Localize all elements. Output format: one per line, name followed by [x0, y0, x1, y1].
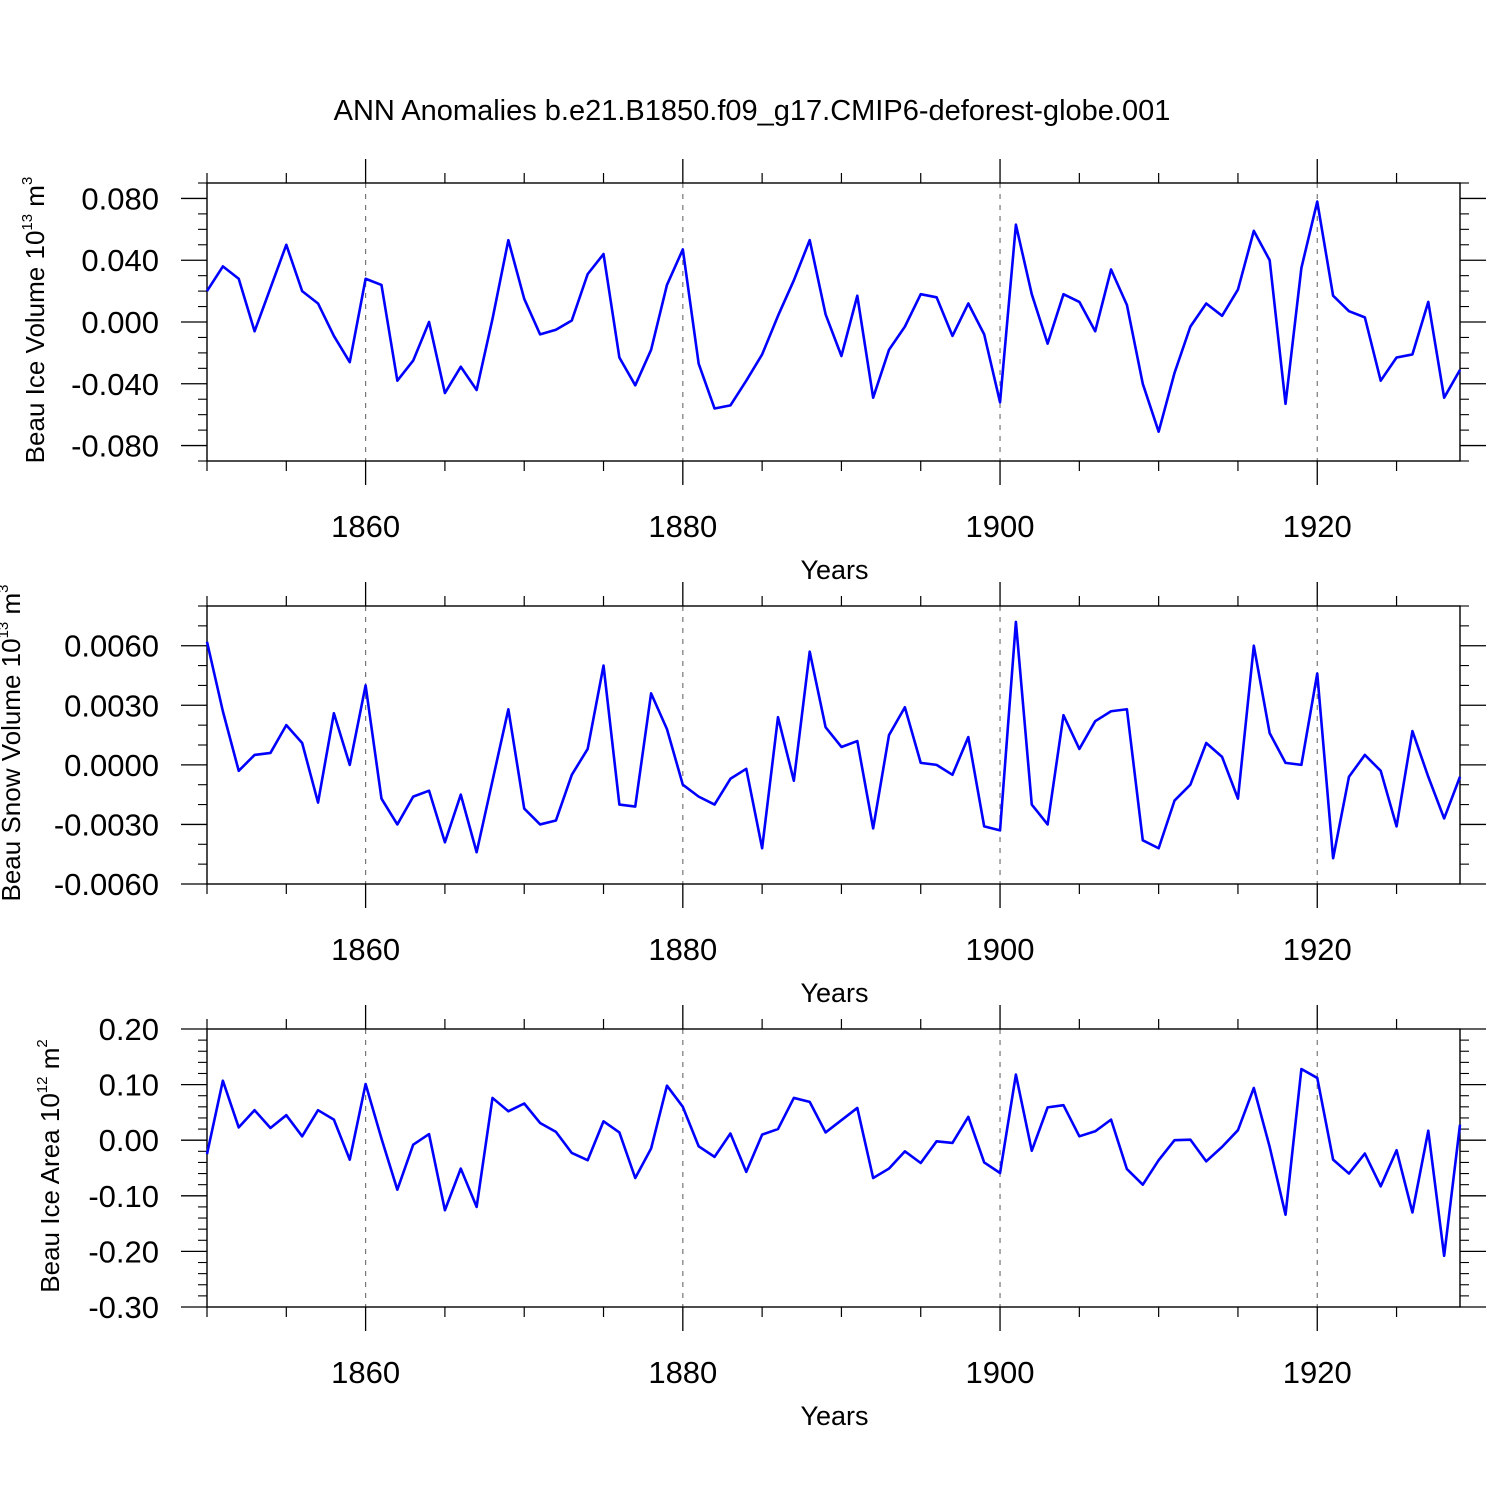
y-tick-label-0.000: 0.000 — [81, 305, 159, 340]
x-tick-label-1880: 1880 — [648, 932, 717, 967]
x-tick-label-1880: 1880 — [648, 509, 717, 544]
x-axis-label: Years — [800, 555, 868, 585]
y-tick-label--0.080: -0.080 — [71, 429, 159, 464]
x-tick-label-1860: 1860 — [331, 932, 400, 967]
y-axis-label-unit: m — [20, 185, 50, 214]
x-axis-label: Years — [800, 978, 868, 1008]
plot-frame — [206, 605, 1461, 885]
y-axis-label-unit: m — [0, 593, 26, 622]
y-axis-label-exponent: 13 — [0, 622, 12, 639]
chart-panel-3: 1860 1880 1900 1920 Years 0.20 0.10 0.00 -0.10 -0… — [34, 1005, 1486, 1431]
series-line — [205, 200, 1462, 433]
x-tick-label-1900: 1900 — [966, 509, 1035, 544]
x-axis-label: Years — [800, 1401, 868, 1431]
chart-panel-2: 1860 1880 1900 1920 Years 0.0060 0.0030 0.0000 -… — [0, 582, 1486, 1008]
y-tick-label-0.10: 0.10 — [99, 1068, 159, 1103]
series-line — [205, 1067, 1462, 1258]
x-tick-label-1860: 1860 — [331, 509, 400, 544]
y-axis-label-unit: m — [35, 1048, 65, 1077]
y-tick-label-0.0000: 0.0000 — [64, 748, 159, 783]
x-tick-label-1880: 1880 — [648, 1355, 717, 1390]
y-tick-label-0.080: 0.080 — [81, 181, 159, 216]
y-axis-label-main: Beau Snow Volume 10 — [0, 638, 26, 901]
y-tick-label--0.040: -0.040 — [71, 367, 159, 402]
y-tick-label-0.00: 0.00 — [99, 1123, 159, 1158]
y-axis-label: Beau Snow Volume 1013 m3 — [0, 585, 26, 902]
y-axis-label: Beau Ice Volume 1013 m3 — [19, 177, 50, 464]
y-axis-label-unit-exponent: 3 — [19, 177, 36, 185]
x-tick-label-1920: 1920 — [1283, 1355, 1352, 1390]
figure-title: ANN Anomalies b.e21.B1850.f09_g17.CMIP6-… — [334, 95, 1171, 127]
plot-frame — [206, 1028, 1461, 1308]
y-tick-label-0.0060: 0.0060 — [64, 629, 159, 664]
y-tick-label--0.10: -0.10 — [88, 1179, 159, 1214]
y-tick-label--0.0060: -0.0060 — [54, 867, 159, 902]
y-tick-label--0.20: -0.20 — [88, 1234, 159, 1269]
y-axis-label: Beau Ice Area 1012 m2 — [34, 1039, 65, 1292]
y-axis-label-main: Beau Ice Area 10 — [35, 1093, 65, 1292]
x-tick-label-1900: 1900 — [966, 932, 1035, 967]
y-tick-label--0.30: -0.30 — [88, 1290, 159, 1325]
x-tick-label-1920: 1920 — [1283, 509, 1352, 544]
x-tick-label-1920: 1920 — [1283, 932, 1352, 967]
y-tick-label-0.040: 0.040 — [81, 243, 159, 278]
x-tick-label-1860: 1860 — [331, 1355, 400, 1390]
y-tick-label-0.20: 0.20 — [99, 1012, 159, 1047]
y-axis-label-unit-exponent: 3 — [0, 585, 12, 593]
series-line — [205, 620, 1462, 860]
y-tick-label-0.0030: 0.0030 — [64, 688, 159, 723]
panels: 1860 1880 1900 1920 Years 0.080 0.040 0.000 -0.0… — [0, 159, 1486, 1431]
plot-frame — [206, 182, 1461, 462]
x-tick-label-1900: 1900 — [966, 1355, 1035, 1390]
y-tick-label--0.0030: -0.0030 — [54, 807, 159, 842]
y-axis-label-exponent: 12 — [34, 1077, 51, 1094]
y-axis-label-main: Beau Ice Volume 10 — [20, 231, 50, 464]
chart-panel-1: 1860 1880 1900 1920 Years 0.080 0.040 0.000 -0.0… — [19, 159, 1486, 585]
y-axis-label-unit-exponent: 2 — [34, 1039, 51, 1047]
y-axis-label-exponent: 13 — [19, 214, 36, 231]
